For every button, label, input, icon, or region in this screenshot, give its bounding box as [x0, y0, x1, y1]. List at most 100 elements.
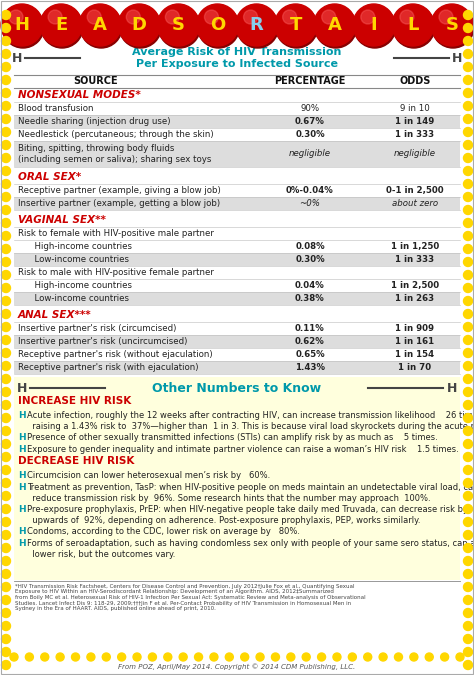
Circle shape	[1, 24, 10, 32]
Circle shape	[322, 10, 336, 24]
Circle shape	[133, 653, 141, 661]
Text: Risk to female with HIV-positive male partner: Risk to female with HIV-positive male pa…	[18, 229, 214, 238]
Circle shape	[41, 653, 49, 661]
Circle shape	[287, 653, 295, 661]
Circle shape	[244, 10, 257, 24]
Circle shape	[425, 653, 433, 661]
Bar	[14, 335, 460, 348]
Circle shape	[256, 653, 264, 661]
Circle shape	[1, 414, 10, 423]
Circle shape	[464, 452, 473, 462]
Text: O: O	[210, 16, 225, 34]
Text: Receptive partner's risk (with ejaculation): Receptive partner's risk (with ejaculati…	[18, 363, 199, 372]
Circle shape	[464, 634, 473, 643]
Circle shape	[441, 653, 448, 661]
Circle shape	[1, 49, 10, 59]
Circle shape	[165, 10, 179, 24]
Circle shape	[1, 608, 10, 618]
Circle shape	[148, 653, 156, 661]
Circle shape	[464, 101, 473, 111]
Text: 0.30%: 0.30%	[295, 130, 325, 139]
Circle shape	[1, 4, 43, 46]
Text: Forms of seroadaptation, such as having condomless sex only with people of your : Forms of seroadaptation, such as having …	[27, 539, 474, 559]
Circle shape	[464, 219, 473, 227]
Circle shape	[1, 504, 10, 514]
Circle shape	[1, 452, 10, 462]
Text: 0.65%: 0.65%	[295, 350, 325, 359]
Circle shape	[1, 140, 10, 149]
Circle shape	[464, 348, 473, 358]
Circle shape	[456, 653, 464, 661]
Text: 1 in 2,500: 1 in 2,500	[391, 281, 439, 290]
Circle shape	[79, 4, 121, 46]
Text: 0.04%: 0.04%	[295, 281, 325, 290]
Circle shape	[126, 10, 140, 24]
Circle shape	[87, 10, 101, 24]
Circle shape	[464, 323, 473, 331]
Circle shape	[1, 466, 10, 475]
Circle shape	[464, 491, 473, 500]
Circle shape	[464, 76, 473, 84]
Circle shape	[464, 427, 473, 435]
Circle shape	[236, 4, 278, 46]
Circle shape	[1, 439, 10, 448]
Circle shape	[1, 101, 10, 111]
Circle shape	[10, 653, 18, 661]
Circle shape	[364, 653, 372, 661]
Circle shape	[361, 10, 375, 24]
Text: Condoms, according to the CDC, lower risk on average by   80%.: Condoms, according to the CDC, lower ris…	[27, 527, 300, 537]
Text: S: S	[446, 16, 458, 34]
Bar	[14, 322, 460, 335]
Text: H: H	[18, 471, 26, 481]
Text: Other Numbers to Know: Other Numbers to Know	[153, 381, 321, 394]
Text: L: L	[407, 16, 419, 34]
Circle shape	[464, 543, 473, 553]
Circle shape	[439, 10, 453, 24]
Text: 0.11%: 0.11%	[295, 324, 325, 333]
Circle shape	[464, 400, 473, 410]
Circle shape	[276, 6, 318, 48]
Circle shape	[464, 49, 473, 59]
Text: 1.43%: 1.43%	[295, 363, 325, 372]
Circle shape	[464, 205, 473, 215]
Text: Sydney in the Era of HAART. AIDS, published online ahead of print, 2010.: Sydney in the Era of HAART. AIDS, publis…	[15, 606, 216, 611]
Circle shape	[1, 63, 10, 72]
Circle shape	[157, 4, 200, 46]
Circle shape	[164, 653, 172, 661]
Circle shape	[1, 244, 10, 254]
Bar	[14, 213, 460, 227]
Text: R: R	[250, 16, 264, 34]
Circle shape	[225, 653, 233, 661]
Circle shape	[194, 653, 202, 661]
Circle shape	[1, 167, 10, 176]
Text: 1 in 149: 1 in 149	[395, 117, 435, 126]
Circle shape	[1, 153, 10, 163]
Bar	[14, 308, 460, 322]
Text: H: H	[18, 411, 26, 420]
Circle shape	[1, 192, 10, 202]
Circle shape	[464, 583, 473, 591]
Circle shape	[1, 310, 10, 319]
Circle shape	[274, 4, 317, 46]
Circle shape	[1, 219, 10, 227]
Text: H: H	[18, 483, 26, 492]
Text: 1 in 161: 1 in 161	[395, 337, 435, 346]
Bar	[14, 102, 460, 115]
Circle shape	[464, 192, 473, 202]
Circle shape	[196, 4, 238, 46]
Text: Circumcision can lower heterosexual men’s risk by   60%.: Circumcision can lower heterosexual men’…	[27, 471, 270, 481]
Text: VAGINAL SEX**: VAGINAL SEX**	[18, 215, 106, 225]
Circle shape	[464, 466, 473, 475]
Circle shape	[2, 6, 44, 48]
Circle shape	[464, 167, 473, 176]
Circle shape	[179, 653, 187, 661]
Circle shape	[464, 244, 473, 254]
Circle shape	[1, 11, 10, 20]
Circle shape	[353, 4, 395, 46]
Bar	[14, 361, 460, 374]
Text: I: I	[371, 16, 377, 34]
Text: Insertive partner's risk (circumcised): Insertive partner's risk (circumcised)	[18, 324, 176, 333]
Text: Receptive partner's risk (without ejaculation): Receptive partner's risk (without ejacul…	[18, 350, 213, 359]
Bar	[14, 88, 460, 102]
Text: 1 in 70: 1 in 70	[399, 363, 431, 372]
